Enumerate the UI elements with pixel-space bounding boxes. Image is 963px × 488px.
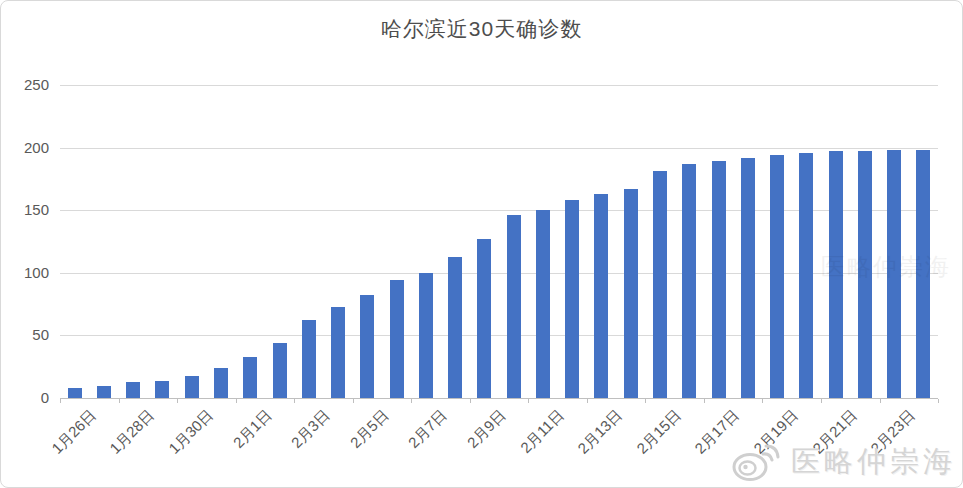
y-axis-tick-label: 0 — [7, 389, 49, 407]
bar — [507, 215, 521, 398]
axis-tick — [177, 399, 178, 403]
bar — [390, 280, 404, 398]
x-axis-tick-label: 2月15日 — [633, 406, 685, 458]
bar — [419, 273, 433, 398]
bar — [770, 155, 784, 398]
bar — [653, 171, 667, 398]
x-axis-tick-label: 2月7日 — [405, 406, 451, 452]
x-axis-line — [60, 398, 938, 399]
y-axis-tick-label: 100 — [7, 264, 49, 282]
gridline — [60, 148, 938, 149]
bar — [741, 158, 755, 398]
watermark: 医略仲崇海 — [729, 437, 956, 487]
bar — [331, 307, 345, 398]
y-axis-tick-label: 150 — [7, 201, 49, 219]
bar — [155, 381, 169, 399]
axis-tick — [645, 399, 646, 403]
x-axis-tick-label: 1月26日 — [48, 406, 100, 458]
faint-watermark: 医略仲崇海 — [821, 251, 951, 283]
bar — [214, 368, 228, 398]
weibo-icon — [729, 437, 783, 487]
axis-tick — [411, 399, 412, 403]
bar — [448, 257, 462, 399]
y-axis-tick-label: 250 — [7, 76, 49, 94]
bar — [360, 295, 374, 398]
bar — [126, 382, 140, 398]
bar — [565, 200, 579, 398]
x-axis-tick-label: 2月3日 — [288, 406, 334, 452]
x-axis-tick-label: 2月5日 — [346, 406, 392, 452]
x-axis-tick-label: 1月30日 — [165, 406, 217, 458]
bar — [97, 386, 111, 399]
bar — [799, 153, 813, 398]
axis-tick — [236, 399, 237, 403]
axis-tick — [880, 399, 881, 403]
bar — [594, 194, 608, 398]
bar — [302, 320, 316, 398]
axis-tick — [938, 399, 939, 403]
axis-tick — [119, 399, 120, 403]
x-axis-tick-label: 2月11日 — [517, 406, 569, 458]
axis-tick — [294, 399, 295, 403]
axis-tick — [353, 399, 354, 403]
x-axis-tick-label: 1月28日 — [106, 406, 158, 458]
axis-tick — [470, 399, 471, 403]
x-axis-tick-label: 2月1日 — [229, 406, 275, 452]
chart-frame: 哈尔滨近30天确诊数 0 50 100 150 200 250 1月26日1月28日1月30… — [0, 0, 963, 488]
axis-tick — [528, 399, 529, 403]
gridline — [60, 85, 938, 86]
y-axis-tick-label: 200 — [7, 139, 49, 157]
axis-tick — [60, 399, 61, 403]
bar — [536, 210, 550, 398]
watermark-text: 医略仲崇海 — [791, 442, 956, 482]
bar — [682, 164, 696, 398]
bar — [273, 343, 287, 398]
bar — [712, 161, 726, 398]
axis-tick — [704, 399, 705, 403]
bar — [243, 357, 257, 398]
bar — [624, 189, 638, 398]
x-axis-tick-label: 2月13日 — [574, 406, 626, 458]
bar — [477, 239, 491, 398]
axis-tick — [587, 399, 588, 403]
bar — [68, 388, 82, 398]
axis-tick — [821, 399, 822, 403]
y-axis-tick-label: 50 — [7, 326, 49, 344]
bar — [185, 376, 199, 399]
chart-title: 哈尔滨近30天确诊数 — [1, 15, 962, 43]
x-axis-tick-label: 2月9日 — [463, 406, 509, 452]
axis-tick — [762, 399, 763, 403]
